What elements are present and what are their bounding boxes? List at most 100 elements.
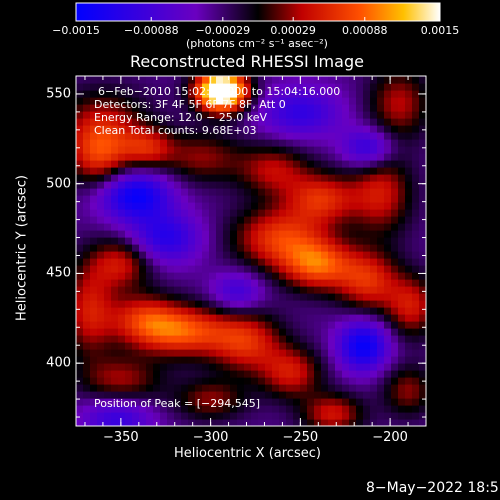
heatmap-cell <box>265 160 273 168</box>
heatmap-cell <box>146 405 154 413</box>
heatmap-cell <box>139 83 147 91</box>
heatmap-cell <box>97 237 105 245</box>
heatmap-cell <box>132 356 140 364</box>
heatmap-cell <box>237 83 245 91</box>
heatmap-cell <box>307 391 315 399</box>
heatmap-cell <box>412 146 420 154</box>
heatmap-cell <box>314 293 322 301</box>
heatmap-cell <box>307 370 315 378</box>
heatmap-cell <box>335 349 343 357</box>
heatmap-cell <box>342 83 350 91</box>
heatmap-cell <box>181 76 189 84</box>
heatmap-cell <box>76 97 84 105</box>
heatmap-cell <box>356 146 364 154</box>
heatmap-cell <box>202 174 210 182</box>
heatmap-cell <box>328 237 336 245</box>
heatmap-cell <box>104 251 112 259</box>
heatmap-cell <box>272 76 280 84</box>
heatmap-cell <box>209 188 217 196</box>
heatmap-cell <box>300 83 308 91</box>
heatmap-cell <box>97 125 105 133</box>
heatmap-cell <box>328 216 336 224</box>
heatmap-cell <box>230 132 238 140</box>
heatmap-cell <box>111 174 119 182</box>
heatmap-cell <box>356 97 364 105</box>
heatmap-cell <box>153 377 161 385</box>
heatmap-cell <box>356 174 364 182</box>
heatmap-cell <box>230 195 238 203</box>
heatmap-cell <box>188 335 196 343</box>
heatmap-cell <box>286 167 294 175</box>
heatmap-cell <box>328 230 336 238</box>
heatmap-cell <box>328 286 336 294</box>
heatmap-cell <box>314 272 322 280</box>
heatmap-cell <box>370 83 378 91</box>
heatmap-cell <box>293 349 301 357</box>
heatmap-cell <box>279 118 287 126</box>
heatmap-cell <box>398 202 406 210</box>
heatmap-cell <box>384 153 392 161</box>
heatmap-cell <box>293 104 301 112</box>
heatmap-cell <box>293 384 301 392</box>
heatmap-cell <box>377 370 385 378</box>
heatmap-cell <box>307 97 315 105</box>
heatmap-cell <box>188 321 196 329</box>
heatmap-cell <box>216 209 224 217</box>
heatmap-cell <box>244 244 252 252</box>
heatmap-cell <box>279 356 287 364</box>
heatmap-cell <box>146 419 154 426</box>
heatmap-cell <box>237 167 245 175</box>
heatmap-cell <box>279 405 287 413</box>
heatmap-cell <box>286 216 294 224</box>
heatmap-cell <box>307 223 315 231</box>
heatmap-cell <box>139 377 147 385</box>
heatmap-cell <box>237 181 245 189</box>
heatmap-cell <box>195 118 203 126</box>
heatmap-cell <box>293 188 301 196</box>
heatmap-cell <box>405 146 413 154</box>
heatmap-cell <box>167 370 175 378</box>
heatmap-cell <box>237 223 245 231</box>
heatmap-cell <box>258 244 266 252</box>
heatmap-cell <box>146 342 154 350</box>
heatmap-cell <box>223 377 231 385</box>
heatmap-cell <box>111 405 119 413</box>
heatmap-cell <box>321 286 329 294</box>
heatmap-cell <box>419 160 426 168</box>
heatmap-cell <box>237 335 245 343</box>
heatmap-cell <box>405 307 413 315</box>
heatmap-cell <box>76 237 84 245</box>
heatmap-cell <box>279 90 287 98</box>
heatmap-cell <box>419 111 426 119</box>
heatmap-cell <box>342 356 350 364</box>
heatmap-cell <box>419 202 426 210</box>
heatmap-cell <box>188 118 196 126</box>
heatmap-cell <box>111 251 119 259</box>
heatmap-cell <box>412 363 420 371</box>
heatmap-cell <box>188 412 196 420</box>
heatmap-cell <box>328 363 336 371</box>
heatmap-cell <box>132 300 140 308</box>
heatmap-cell <box>293 125 301 133</box>
heatmap-cell <box>335 314 343 322</box>
heatmap-cell <box>146 146 154 154</box>
heatmap-cell <box>76 405 84 413</box>
heatmap-cell <box>398 314 406 322</box>
heatmap-cell <box>223 223 231 231</box>
heatmap-cell <box>258 258 266 266</box>
heatmap-cell <box>363 223 371 231</box>
heatmap-cell <box>195 125 203 133</box>
heatmap-cell <box>363 342 371 350</box>
annotation-time-range: 6−Feb−2010 15:02:16.000 to 15:04:16.000 <box>98 85 341 98</box>
heatmap-cell <box>216 314 224 322</box>
heatmap-cell <box>307 405 315 413</box>
heatmap-cell <box>146 160 154 168</box>
heatmap-cell <box>111 167 119 175</box>
heatmap-cell <box>209 181 217 189</box>
heatmap-cell <box>174 258 182 266</box>
heatmap-cell <box>237 209 245 217</box>
heatmap-cell <box>314 230 322 238</box>
heatmap-cell <box>349 314 357 322</box>
heatmap-cell <box>188 314 196 322</box>
heatmap-cell <box>244 188 252 196</box>
